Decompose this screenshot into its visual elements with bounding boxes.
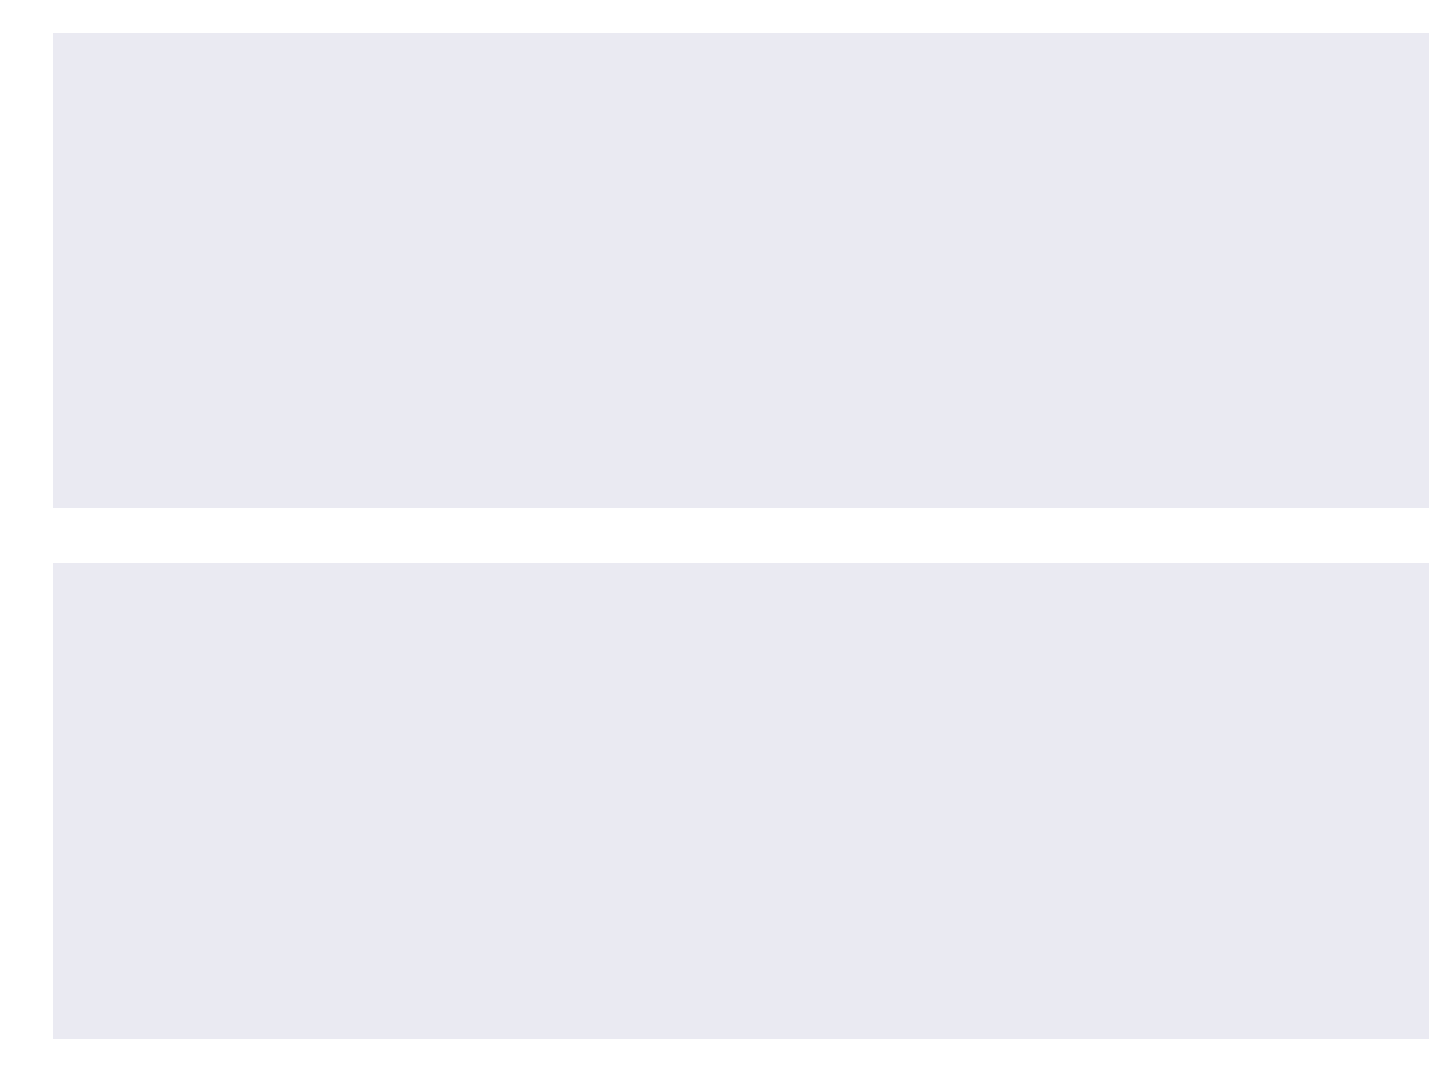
percentage-plot-area: [53, 563, 1429, 1039]
breakdown-chart: [53, 33, 1429, 508]
percentage-chart: [53, 563, 1429, 1039]
breakdown-plot-area: [53, 33, 1429, 508]
